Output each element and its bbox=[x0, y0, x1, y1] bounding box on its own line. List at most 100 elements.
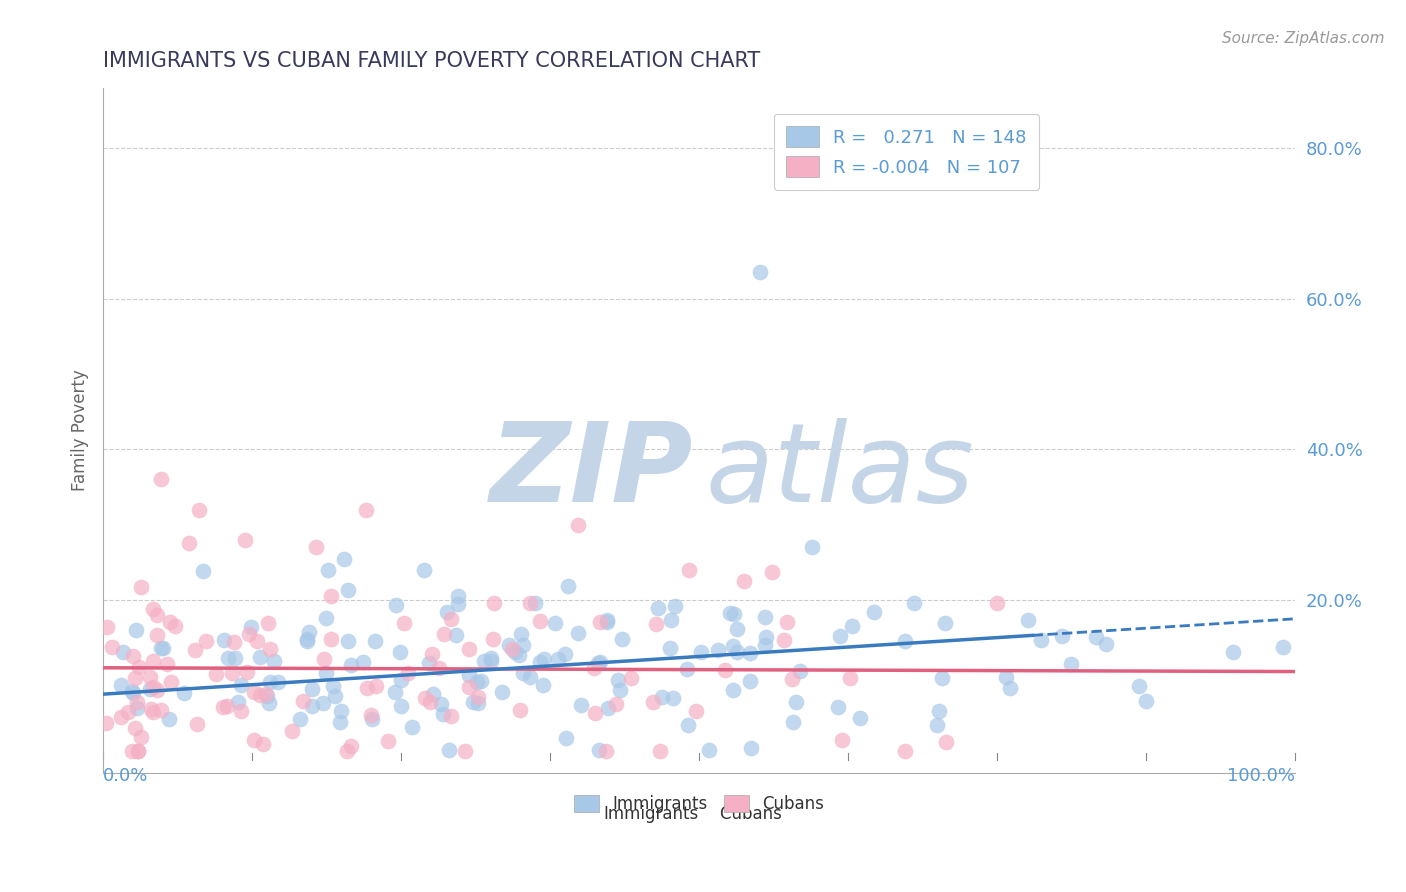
Point bbox=[354, 502, 377, 516]
Point bbox=[697, 743, 720, 757]
Point bbox=[894, 634, 917, 648]
Point bbox=[257, 696, 280, 710]
Point bbox=[121, 744, 143, 758]
Point bbox=[529, 614, 551, 628]
Point bbox=[340, 658, 363, 673]
Point bbox=[533, 651, 555, 665]
Point bbox=[557, 579, 579, 593]
Point bbox=[122, 649, 145, 664]
Point bbox=[266, 675, 288, 690]
Text: Cubans: Cubans bbox=[699, 805, 782, 823]
Point bbox=[620, 672, 643, 686]
Point bbox=[159, 615, 181, 629]
Point bbox=[337, 634, 360, 648]
Point bbox=[149, 703, 172, 717]
Point bbox=[439, 743, 461, 757]
Point bbox=[141, 705, 163, 719]
Point bbox=[1222, 645, 1244, 659]
Point bbox=[461, 695, 484, 709]
Point bbox=[1031, 632, 1053, 647]
Point bbox=[789, 664, 811, 678]
Point bbox=[243, 685, 266, 699]
Point bbox=[567, 517, 589, 532]
Point bbox=[177, 535, 200, 549]
Point bbox=[458, 680, 481, 694]
Point bbox=[754, 638, 776, 652]
Point bbox=[184, 643, 207, 657]
Point bbox=[110, 677, 132, 691]
Point bbox=[589, 656, 612, 670]
Point bbox=[648, 744, 671, 758]
Point bbox=[301, 681, 323, 696]
Point bbox=[305, 540, 328, 554]
Point bbox=[725, 645, 748, 659]
Point bbox=[440, 612, 463, 626]
Point bbox=[458, 668, 481, 682]
Point bbox=[96, 716, 118, 731]
Point bbox=[661, 613, 683, 627]
Point bbox=[509, 626, 531, 640]
Point bbox=[413, 690, 436, 705]
Point bbox=[738, 646, 761, 660]
Point bbox=[229, 677, 252, 691]
Point bbox=[569, 698, 592, 713]
Point bbox=[718, 606, 741, 620]
Point bbox=[432, 706, 454, 721]
Point bbox=[215, 698, 238, 713]
Point bbox=[780, 672, 803, 686]
Point bbox=[733, 574, 755, 588]
Point bbox=[238, 627, 260, 641]
Point bbox=[124, 671, 146, 685]
Point bbox=[678, 563, 700, 577]
Point bbox=[224, 650, 246, 665]
Point bbox=[838, 671, 860, 685]
Point bbox=[363, 634, 385, 648]
Point bbox=[595, 744, 617, 758]
Point bbox=[314, 651, 336, 665]
Point bbox=[523, 596, 546, 610]
Point bbox=[187, 502, 209, 516]
Point bbox=[641, 695, 664, 709]
Text: 0.0%: 0.0% bbox=[103, 767, 149, 785]
Point bbox=[127, 744, 149, 758]
Point bbox=[259, 642, 281, 657]
Point bbox=[776, 615, 799, 629]
Point bbox=[391, 698, 413, 713]
Point bbox=[440, 708, 463, 723]
Point bbox=[259, 675, 281, 690]
Point bbox=[583, 706, 606, 720]
Point bbox=[986, 596, 1008, 610]
Text: IMMIGRANTS VS CUBAN FAMILY POVERTY CORRELATION CHART: IMMIGRANTS VS CUBAN FAMILY POVERTY CORRE… bbox=[103, 51, 761, 70]
Point bbox=[927, 717, 949, 731]
Point bbox=[586, 656, 609, 670]
Point bbox=[512, 638, 534, 652]
Point bbox=[195, 633, 218, 648]
Point bbox=[214, 632, 236, 647]
Point bbox=[422, 647, 444, 661]
Point bbox=[301, 698, 323, 713]
Point bbox=[519, 669, 541, 683]
Point bbox=[785, 695, 807, 709]
Point bbox=[645, 617, 668, 632]
Point bbox=[554, 648, 576, 662]
Point bbox=[1085, 630, 1108, 644]
Point bbox=[422, 687, 444, 701]
Point bbox=[501, 642, 523, 657]
Point bbox=[748, 265, 770, 279]
Text: Immigrants: Immigrants bbox=[603, 805, 699, 823]
Point bbox=[124, 721, 146, 735]
Point bbox=[512, 666, 534, 681]
Point bbox=[596, 615, 619, 630]
Point bbox=[1000, 681, 1022, 695]
Point bbox=[610, 632, 633, 646]
Point bbox=[931, 671, 953, 685]
Point bbox=[121, 686, 143, 700]
Text: 100.0%: 100.0% bbox=[1227, 767, 1295, 785]
Point bbox=[233, 533, 256, 547]
Point bbox=[389, 673, 412, 688]
Point bbox=[659, 641, 682, 656]
Point bbox=[465, 674, 488, 689]
Point bbox=[316, 563, 339, 577]
Point bbox=[221, 665, 243, 680]
Point bbox=[360, 712, 382, 726]
